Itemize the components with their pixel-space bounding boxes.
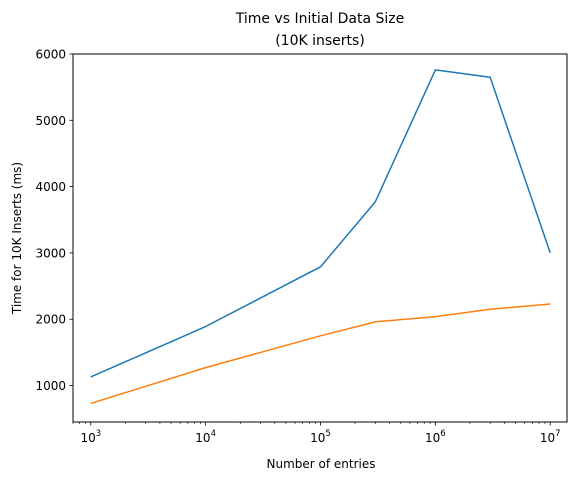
x-tick-label: 103 xyxy=(80,429,101,445)
y-axis-label: Time for 10K Inserts (ms) xyxy=(10,162,24,315)
plot-lines xyxy=(90,69,551,405)
chart-title: Time vs Initial Data Size xyxy=(235,11,405,27)
x-axis-label: Number of entries xyxy=(267,457,376,471)
y-tick-label: 6000 xyxy=(35,48,66,62)
x-axis: 103 104 105 106 107 xyxy=(72,422,561,445)
chart-subtitle: (10K inserts) xyxy=(275,33,365,49)
y-tick-label: 5000 xyxy=(35,114,66,128)
x-tick-label: 106 xyxy=(425,429,446,445)
y-tick-label: 3000 xyxy=(35,246,66,260)
series-line-1 xyxy=(90,69,551,378)
y-tick-label: 1000 xyxy=(35,379,66,393)
y-tick-label: 2000 xyxy=(35,313,66,327)
y-tick-label: 4000 xyxy=(35,180,66,194)
x-tick-label: 107 xyxy=(540,429,561,445)
x-tick-label: 105 xyxy=(310,429,331,445)
x-tick-label: 104 xyxy=(195,429,216,445)
y-axis: 1000 2000 3000 4000 5000 6000 xyxy=(35,48,73,393)
plot-frame xyxy=(72,53,568,423)
series-line-2 xyxy=(90,303,551,405)
